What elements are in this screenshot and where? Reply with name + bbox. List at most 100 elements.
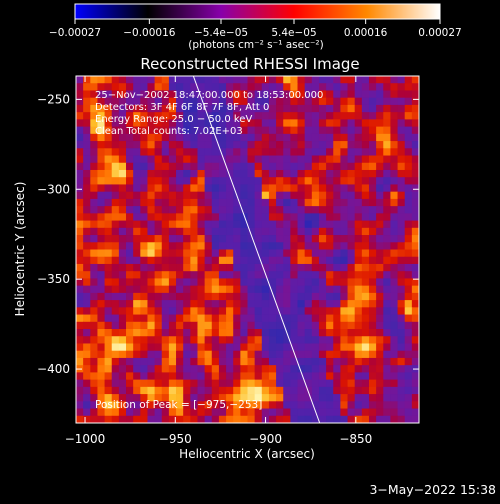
heatmap-cell xyxy=(347,263,356,272)
heatmap-cell xyxy=(176,220,184,229)
heatmap-cell xyxy=(283,394,291,402)
heatmap-cell xyxy=(83,198,91,207)
heatmap-cell xyxy=(211,206,220,214)
heatmap-cell xyxy=(297,155,306,164)
heatmap-cell xyxy=(247,220,256,229)
heatmap-cell xyxy=(147,278,156,287)
heatmap-cell xyxy=(218,408,227,417)
heatmap-cell xyxy=(347,314,356,323)
heatmap-cell xyxy=(190,198,198,207)
heatmap-cell xyxy=(233,321,241,330)
heatmap-cell xyxy=(104,90,113,99)
heatmap-cell xyxy=(397,155,406,164)
heatmap-cell xyxy=(411,357,419,366)
heatmap-cell xyxy=(326,350,334,359)
heatmap-cell xyxy=(104,357,113,366)
heatmap-cell xyxy=(133,184,141,193)
colorbar-tick-label: 5.4e−05 xyxy=(271,27,316,39)
heatmap-cell xyxy=(211,191,220,200)
heatmap-cell xyxy=(311,350,320,359)
heatmap-cell xyxy=(133,401,141,409)
heatmap-cell xyxy=(361,365,370,373)
heatmap-cell xyxy=(240,191,248,200)
heatmap-cell xyxy=(140,307,148,315)
heatmap-cell xyxy=(197,256,206,265)
heatmap-cell xyxy=(190,90,198,99)
heatmap-cell xyxy=(333,213,341,221)
heatmap-cell xyxy=(204,408,213,417)
heatmap-cell xyxy=(311,307,320,315)
heatmap-cell xyxy=(240,285,248,294)
heatmap-cell xyxy=(204,104,213,113)
heatmap-cell xyxy=(204,394,213,402)
heatmap-cell xyxy=(176,155,184,164)
heatmap-cell xyxy=(268,235,277,243)
heatmap-cell xyxy=(97,76,105,84)
heatmap-cell xyxy=(354,285,363,294)
heatmap-cell xyxy=(340,321,348,330)
heatmap-cell xyxy=(318,141,327,149)
heatmap-cell xyxy=(126,278,134,287)
heatmap-cell xyxy=(297,343,306,352)
heatmap-cell xyxy=(97,263,105,272)
heatmap-cell xyxy=(347,76,356,84)
heatmap-cell xyxy=(240,271,248,279)
heatmap-cell xyxy=(111,104,120,113)
heatmap-cell xyxy=(376,133,384,142)
heatmap-cell xyxy=(318,343,327,352)
heatmap-cell xyxy=(268,292,277,301)
heatmap-cell xyxy=(183,198,191,207)
heatmap-cell xyxy=(361,249,370,258)
heatmap-cell xyxy=(361,394,370,402)
heatmap-cell xyxy=(261,343,270,352)
heatmap-cell xyxy=(183,256,191,265)
heatmap-cell xyxy=(326,76,334,84)
heatmap-cell xyxy=(204,235,213,243)
heatmap-cell xyxy=(376,198,384,207)
heatmap-cell xyxy=(254,278,263,287)
heatmap-cell xyxy=(161,415,170,423)
heatmap-cell xyxy=(111,278,120,287)
heatmap-cell xyxy=(83,329,91,337)
heatmap-cell xyxy=(111,372,120,381)
heatmap-cell xyxy=(154,242,163,250)
heatmap-cell xyxy=(97,256,105,265)
heatmap-cell xyxy=(404,321,413,330)
heatmap-cell xyxy=(183,372,191,381)
heatmap-cell xyxy=(376,235,384,243)
heatmap-cell xyxy=(304,292,313,301)
heatmap-cell xyxy=(183,278,191,287)
heatmap-cell xyxy=(326,97,334,106)
heatmap-cell xyxy=(254,76,263,84)
heatmap-cell xyxy=(383,285,391,294)
heatmap-cell xyxy=(133,119,141,128)
heatmap-cell xyxy=(161,292,170,301)
heatmap-cell xyxy=(211,285,220,294)
heatmap-cell xyxy=(290,408,298,417)
heatmap-cell xyxy=(347,278,356,287)
heatmap-cell xyxy=(254,191,263,200)
heatmap-cell xyxy=(283,119,291,128)
heatmap-cell xyxy=(147,386,156,395)
heatmap-cell xyxy=(111,256,120,265)
heatmap-cell xyxy=(290,206,298,214)
heatmap-cell xyxy=(83,242,91,250)
heatmap-cell xyxy=(233,350,241,359)
heatmap-cell xyxy=(83,408,91,417)
heatmap-cell xyxy=(211,408,220,417)
heatmap-cell xyxy=(311,271,320,279)
heatmap-cell xyxy=(104,227,113,236)
heatmap-cell xyxy=(268,365,277,373)
heatmap-cell xyxy=(168,365,177,373)
heatmap-cell xyxy=(404,329,413,337)
heatmap-cell xyxy=(161,148,170,156)
heatmap-cell xyxy=(376,307,384,315)
heatmap-cell xyxy=(111,379,120,388)
heatmap-cell xyxy=(254,256,263,265)
heatmap-cell xyxy=(126,83,134,91)
heatmap-cell xyxy=(154,386,163,395)
heatmap-cell xyxy=(318,90,327,99)
heatmap-cell xyxy=(154,104,163,113)
heatmap-cell xyxy=(368,104,377,113)
heatmap-cell xyxy=(318,278,327,287)
